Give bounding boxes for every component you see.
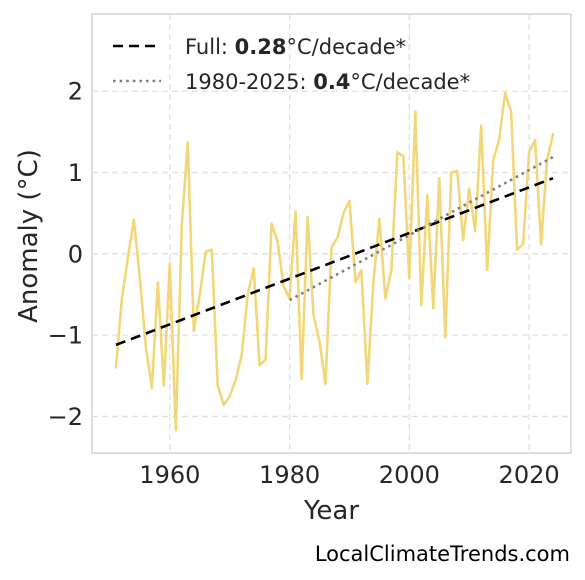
- y-tick-label: 1: [68, 159, 83, 187]
- trend-lines: [115, 155, 554, 347]
- y-tick-label: −2: [48, 403, 83, 431]
- trend-line-full: [115, 177, 554, 347]
- watermark: LocalClimateTrends.com: [315, 542, 570, 566]
- legend-full-label: Full: 0.28°C/decade*: [185, 35, 406, 59]
- y-tick-label: −1: [48, 322, 83, 350]
- y-tick-label: 2: [68, 78, 83, 106]
- y-axis-title: Anomaly (°C): [14, 149, 44, 323]
- x-tick-label: 1980: [259, 461, 320, 489]
- x-tick-label: 1960: [139, 461, 200, 489]
- anomaly-series-line: [114, 91, 555, 432]
- legend-recent-label: 1980-2025: 0.4°C/decade*: [185, 70, 470, 94]
- y-tick-labels: −2 −1 0 1 2: [48, 78, 83, 431]
- y-tick-label: 0: [68, 240, 83, 268]
- x-axis-title: Year: [303, 496, 359, 526]
- x-tick-label: 2000: [379, 461, 440, 489]
- x-tick-labels: 1960 1980 2000 2020: [139, 461, 559, 489]
- plot-area: [91, 13, 572, 454]
- x-tick-label: 2020: [499, 461, 560, 489]
- data-series: [114, 91, 555, 432]
- legend: Full: 0.28°C/decade* 1980-2025: 0.4°C/de…: [113, 35, 470, 94]
- grid-lines: [92, 14, 571, 453]
